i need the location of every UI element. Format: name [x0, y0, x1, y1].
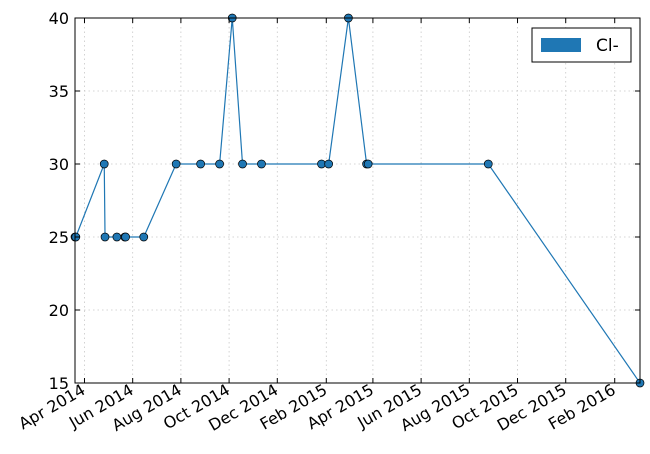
data-point — [99, 159, 109, 169]
data-point — [238, 159, 247, 169]
data-point — [139, 232, 149, 242]
y-axis: 15 20 25 30 35 40 — [49, 9, 640, 393]
legend-swatch — [541, 38, 581, 52]
data-point — [483, 159, 493, 169]
y-tick-label: 20 — [49, 301, 69, 320]
data-point — [171, 159, 181, 169]
legend-label: Cl- — [596, 36, 619, 56]
legend: Cl- — [531, 27, 632, 63]
y-tick-label: 40 — [49, 9, 69, 28]
plot-frame — [74, 17, 641, 384]
data-point — [324, 159, 334, 169]
data-point — [257, 159, 266, 169]
data-point — [363, 159, 373, 169]
data-point — [100, 232, 110, 242]
data-point — [215, 159, 224, 169]
y-tick-label: 25 — [49, 228, 69, 247]
y-tick-label: 35 — [49, 82, 69, 101]
data-point — [196, 159, 205, 169]
data-point — [112, 232, 122, 242]
y-tick-label: 30 — [49, 155, 69, 174]
series-cl — [70, 13, 645, 388]
y-tick-label: 15 — [49, 374, 69, 393]
series-line — [75, 17, 641, 384]
data-point — [121, 232, 130, 242]
